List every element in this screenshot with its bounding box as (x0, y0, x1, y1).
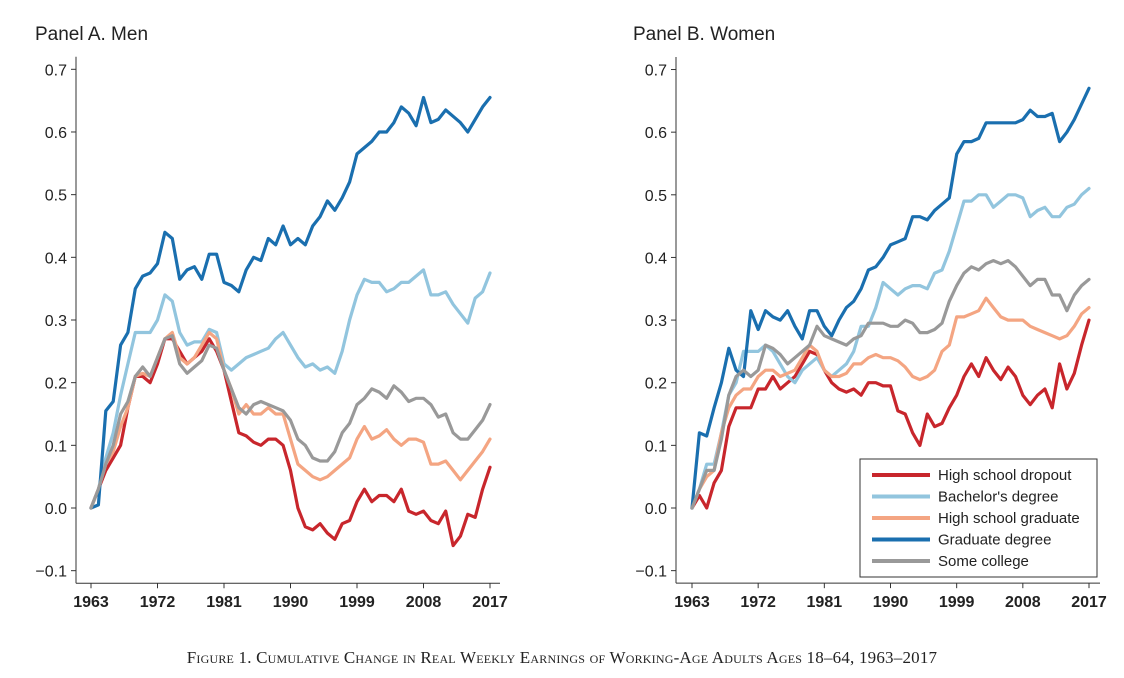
legend-label: Graduate degree (938, 532, 1051, 549)
y-tick-label: 0.0 (45, 501, 67, 518)
y-tick-label: 0.5 (645, 188, 667, 205)
y-tick-label: 0.6 (45, 125, 67, 142)
panel-women: Panel B. Women 0.7 0.6 0.5 0.4 0.3 0.2 0.1 0.0 −… (633, 24, 1107, 611)
y-tick-label: 0.6 (645, 125, 667, 142)
y-tick-label: 0.4 (645, 250, 667, 267)
figure-caption: Figure 1. Cumulative Change in Real Week… (186, 648, 938, 667)
legend-item: Some college (872, 553, 1029, 570)
x-tick-label: 2008 (1005, 594, 1041, 611)
x-tick-label: 1999 (339, 594, 375, 611)
y-tick-label: 0.5 (45, 188, 67, 205)
panel-title: Panel B. Women (633, 24, 775, 45)
y-tick-label: −0.1 (35, 564, 67, 581)
legend-item: High school graduate (872, 510, 1080, 527)
x-tick-label: 1990 (873, 594, 909, 611)
y-tick-label: 0.7 (45, 62, 67, 79)
x-tick-label: 1990 (273, 594, 309, 611)
y-tick-label: −0.1 (635, 564, 667, 581)
series-line-high-school-dropout (89, 337, 492, 548)
x-tick-label: 1963 (674, 594, 710, 611)
y-tick-label: 0.4 (45, 250, 67, 267)
x-tick-label: 1981 (206, 594, 242, 611)
legend-item: Graduate degree (872, 532, 1051, 549)
series-line-bachelor-s-degree (690, 186, 1091, 510)
legend-label: High school dropout (938, 467, 1072, 484)
x-tick-label: 1972 (740, 594, 776, 611)
series-line-graduate-degree (690, 86, 1091, 510)
y-tick-label: 0.0 (645, 501, 667, 518)
series-line-graduate-degree (89, 95, 492, 510)
x-tick-label: 2017 (472, 594, 508, 611)
legend-item: High school dropout (872, 467, 1072, 484)
y-tick-label: 0.2 (645, 376, 667, 393)
y-tick-label: 0.1 (45, 438, 67, 455)
legend-label: Bachelor's degree (938, 489, 1058, 506)
legend: High school dropout Bachelor's degree High… (859, 458, 1098, 578)
legend-item: Bachelor's degree (872, 489, 1058, 506)
x-tick-label: 2017 (1071, 594, 1107, 611)
series-line-bachelor-s-degree (89, 268, 492, 510)
x-tick-label: 1972 (140, 594, 176, 611)
x-tick-label: 1963 (73, 594, 109, 611)
series-line-high-school-dropout (690, 318, 1091, 510)
legend-label: Some college (938, 553, 1029, 570)
y-tick-label: 0.3 (645, 313, 667, 330)
y-tick-label: 0.2 (45, 376, 67, 393)
y-tick-label: 0.3 (45, 313, 67, 330)
y-tick-label: 0.7 (645, 63, 667, 80)
series-line-some-college (690, 259, 1091, 510)
y-tick-label: 0.1 (645, 438, 667, 455)
x-tick-label: 1981 (807, 594, 843, 611)
series-line-high-school-graduate (690, 296, 1091, 510)
legend-label: High school graduate (938, 510, 1080, 527)
x-tick-label: 2008 (406, 594, 442, 611)
panel-title: Panel A. Men (35, 24, 148, 45)
x-tick-label: 1999 (939, 594, 975, 611)
panel-men: Panel A. Men 0.7 0.6 0.5 0.4 0.3 0.2 0.1 0.0 −0.… (35, 24, 508, 611)
series-line-some-college (89, 334, 492, 510)
